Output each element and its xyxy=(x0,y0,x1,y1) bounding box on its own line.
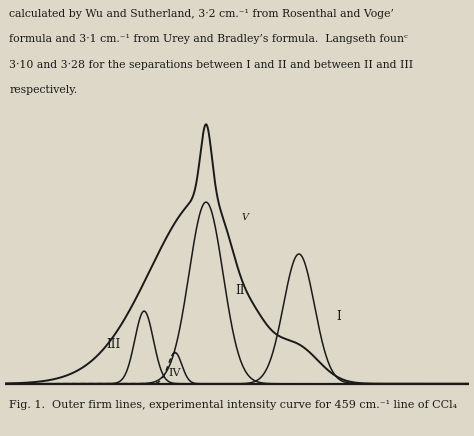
Text: respectively.: respectively. xyxy=(9,85,78,95)
Text: III: III xyxy=(106,338,120,351)
Text: formula and 3·1 cm.⁻¹ from Urey and Bradley’s formula.  Langseth founᶜ: formula and 3·1 cm.⁻¹ from Urey and Brad… xyxy=(9,34,408,44)
Text: I: I xyxy=(337,310,342,323)
Text: IV: IV xyxy=(169,368,182,378)
Text: V: V xyxy=(241,213,248,222)
Text: 3·10 and 3·28 for the separations between I and II and between II and III: 3·10 and 3·28 for the separations betwee… xyxy=(9,60,413,70)
Text: II: II xyxy=(236,284,245,297)
Text: Fig. 1.  Outer firm lines, experimental intensity curve for 459 cm.⁻¹ line of CC: Fig. 1. Outer firm lines, experimental i… xyxy=(9,399,457,409)
Text: calculated by Wu and Sutherland, 3·2 cm.⁻¹ from Rosenthal and Voge’: calculated by Wu and Sutherland, 3·2 cm.… xyxy=(9,9,394,19)
